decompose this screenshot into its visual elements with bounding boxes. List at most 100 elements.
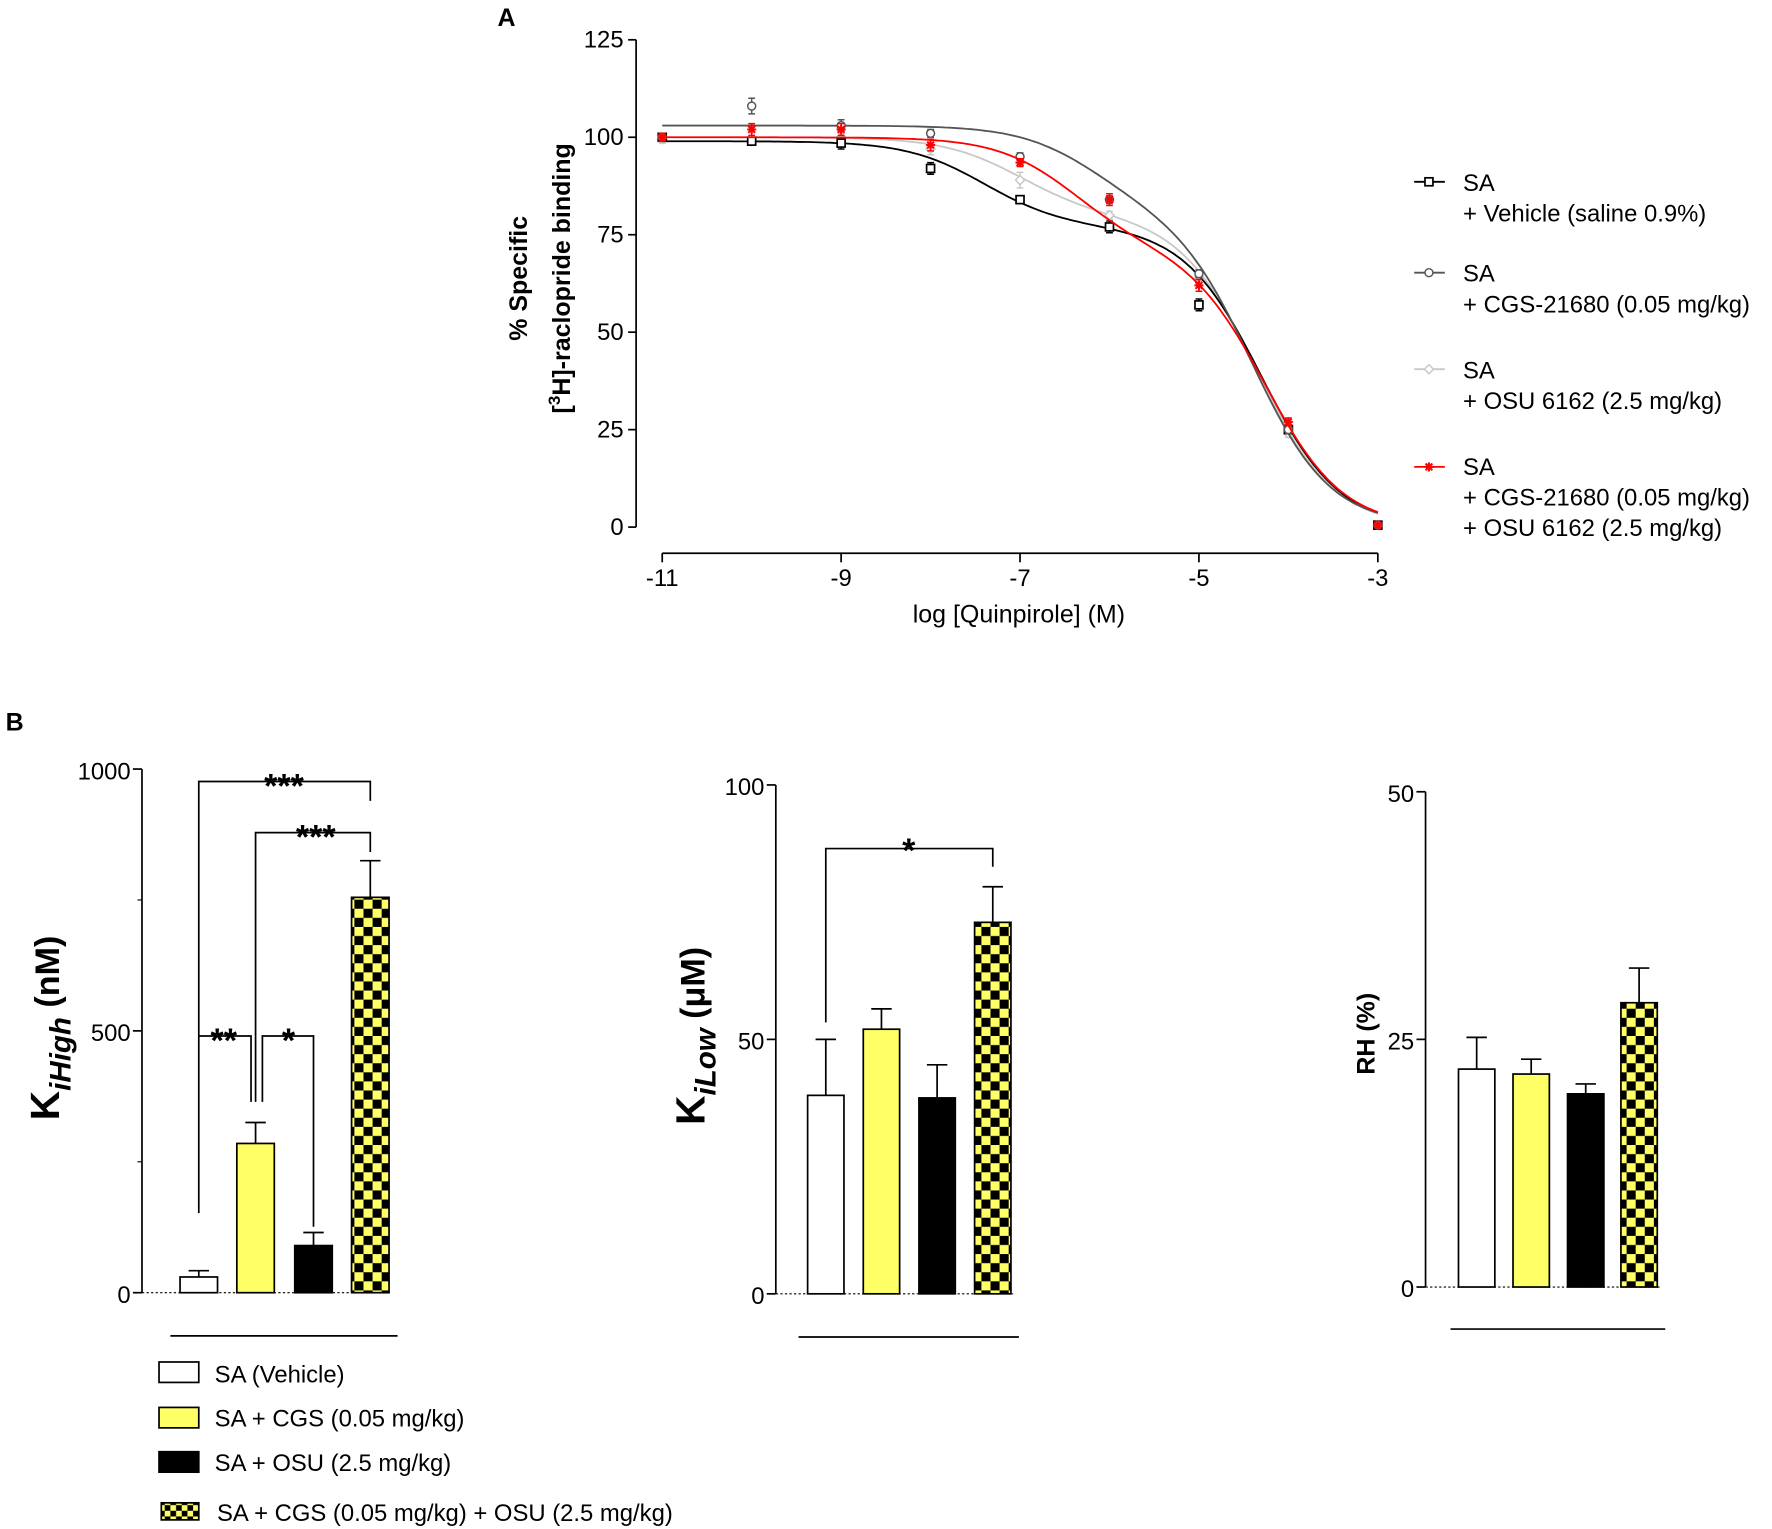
legend-a-1-line2: + Vehicle (saline 0.9%) bbox=[1463, 201, 1706, 228]
legend-swatch-vehicle bbox=[158, 1361, 200, 1384]
legend-label-cgs-osu: SA + CGS (0.05 mg/kg) + OSU (2.5 mg/kg) bbox=[217, 1500, 673, 1527]
significance-bracket bbox=[197, 780, 372, 1214]
ylabel-main: K bbox=[667, 1095, 713, 1125]
ylabel-main: K bbox=[22, 1090, 68, 1120]
error-bar bbox=[303, 1231, 324, 1246]
panel-b2: 0 50 100 bbox=[725, 774, 1019, 1338]
y-label-post: H]-raclopride binding bbox=[548, 143, 576, 395]
error-bar bbox=[360, 859, 381, 898]
bar bbox=[806, 1094, 845, 1295]
panel-a-y-axis-label-line2: [3H]-raclopride binding bbox=[545, 143, 576, 413]
legend-label-cgs: SA + CGS (0.05 mg/kg) bbox=[215, 1406, 465, 1433]
error-bar bbox=[1520, 1058, 1542, 1075]
y-tick-label: 1000 bbox=[78, 758, 131, 785]
significance-stars: *** bbox=[296, 819, 337, 857]
panel-b3: 0 25 50 bbox=[1388, 781, 1666, 1330]
panel-a-plot: 0 25 50 75 100 125 -11 -9 -7 -5 -3 bbox=[584, 27, 1389, 592]
significance-stars: * bbox=[282, 1022, 296, 1060]
data-point bbox=[1014, 174, 1026, 186]
data-point bbox=[836, 138, 846, 148]
data-point bbox=[1283, 417, 1293, 427]
significance-brackets: ******** ** bbox=[197, 767, 994, 1227]
data-point bbox=[746, 136, 757, 146]
x-tick-label: -7 bbox=[1009, 565, 1030, 592]
y-tick-label: 0 bbox=[610, 514, 623, 541]
data-point bbox=[746, 101, 757, 111]
series-1 bbox=[657, 132, 1383, 530]
legend-swatch-cgs-osu bbox=[160, 1501, 200, 1521]
fit-curve bbox=[662, 136, 1379, 515]
error-bar bbox=[815, 1038, 837, 1096]
bar bbox=[1457, 1068, 1496, 1288]
x-tick-label: -11 bbox=[646, 565, 679, 592]
fit-curve bbox=[662, 136, 1379, 513]
y-tick-label: 25 bbox=[1388, 1029, 1415, 1056]
error-bar bbox=[245, 1121, 266, 1144]
error-bar bbox=[188, 1269, 210, 1277]
bar bbox=[918, 1097, 957, 1295]
significance-bracket bbox=[254, 831, 372, 1102]
legend-a-4-line3: + OSU 6162 (2.5 mg/kg) bbox=[1463, 515, 1722, 542]
data-point bbox=[1015, 194, 1025, 205]
y-tick-label: 0 bbox=[1401, 1276, 1414, 1303]
panel-b2-y-axis-label: KiLow (μM) bbox=[667, 947, 722, 1125]
y-tick-label: 0 bbox=[117, 1282, 130, 1309]
significance-bracket bbox=[261, 1035, 315, 1227]
y-tick-label: 125 bbox=[584, 27, 624, 54]
x-tick-label: -9 bbox=[831, 565, 852, 592]
y-tick-label: 0 bbox=[751, 1283, 764, 1310]
y-tick-label: 50 bbox=[597, 319, 624, 346]
panel-a-x-axis-label: log [Quinpirole] (M) bbox=[913, 601, 1125, 629]
ylabel-sub: iHigh bbox=[44, 1017, 77, 1091]
bar bbox=[350, 896, 390, 1294]
data-point bbox=[926, 140, 936, 150]
panel-label-b: B bbox=[6, 708, 24, 736]
panel-b-legend: SA (Vehicle) SA + CGS (0.05 mg/kg) SA + … bbox=[158, 1361, 673, 1527]
data-point bbox=[1194, 268, 1204, 279]
bar bbox=[862, 1028, 901, 1295]
legend-a-2-line1: SA bbox=[1463, 261, 1495, 288]
legend-marker bbox=[1424, 176, 1434, 187]
y-tick-label: 100 bbox=[584, 124, 624, 151]
significance-stars: * bbox=[902, 832, 916, 870]
legend-label-osu: SA + OSU (2.5 mg/kg) bbox=[215, 1450, 452, 1477]
significance-bracket bbox=[198, 1035, 252, 1102]
x-tick-label: -5 bbox=[1188, 565, 1209, 592]
y-tick-label: 50 bbox=[738, 1029, 765, 1056]
legend-label-vehicle: SA (Vehicle) bbox=[215, 1361, 345, 1388]
data-point bbox=[1015, 158, 1025, 168]
error-bar bbox=[1628, 967, 1650, 1003]
ylabel-sub: iLow bbox=[690, 1026, 723, 1095]
significance-bracket bbox=[824, 847, 994, 1023]
data-point bbox=[657, 132, 667, 142]
legend-a-4-line2: + CGS-21680 (0.05 mg/kg) bbox=[1463, 485, 1750, 512]
legend-a-2-line2: + CGS-21680 (0.05 mg/kg) bbox=[1463, 291, 1750, 318]
fit-curve bbox=[662, 124, 1379, 514]
legend-a-4-line1: SA bbox=[1463, 454, 1495, 481]
error-bar bbox=[871, 1008, 892, 1030]
panel-a-y-axis-label-line1: % Specific bbox=[505, 216, 533, 341]
y-label-sup: 3 bbox=[545, 396, 564, 405]
panel-label-a: A bbox=[498, 4, 516, 32]
error-bar bbox=[1466, 1036, 1487, 1070]
error-bar bbox=[1575, 1083, 1596, 1094]
legend-a-3-line1: SA bbox=[1463, 357, 1495, 384]
bar bbox=[179, 1276, 219, 1294]
significance-stars: *** bbox=[264, 767, 305, 805]
y-tick-label: 75 bbox=[597, 222, 624, 249]
data-point bbox=[1104, 195, 1115, 205]
x-tick-label: -3 bbox=[1367, 565, 1388, 592]
series-3 bbox=[656, 131, 1384, 531]
y-tick-label: 25 bbox=[597, 417, 624, 444]
data-point bbox=[1194, 280, 1204, 290]
y-label-pre: [ bbox=[548, 404, 576, 413]
data-point bbox=[925, 128, 936, 139]
legend-a-3-line2: + OSU 6162 (2.5 mg/kg) bbox=[1463, 388, 1722, 415]
data-point bbox=[747, 124, 757, 135]
bar bbox=[293, 1244, 334, 1294]
y-tick-label: 50 bbox=[1388, 781, 1415, 808]
ylabel-unit: (nM) bbox=[29, 936, 67, 1017]
bar bbox=[1566, 1093, 1605, 1288]
data-point bbox=[1194, 300, 1204, 310]
